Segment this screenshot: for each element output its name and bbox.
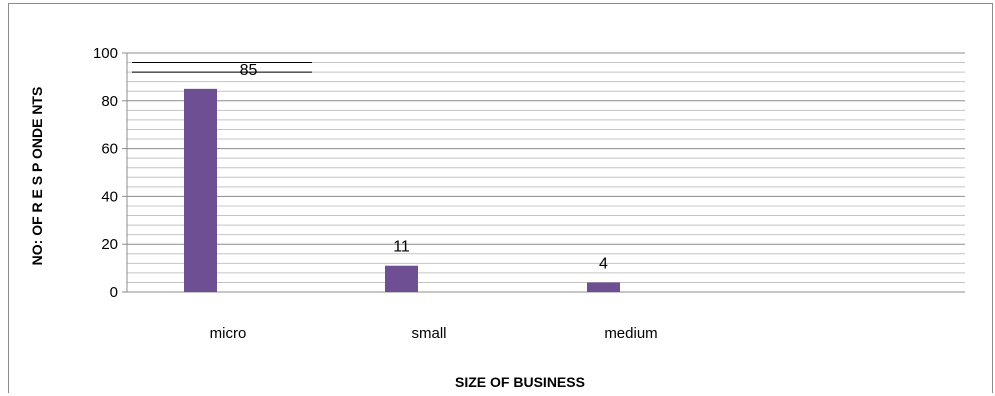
y-tick-labels: 0 20 40 60 80 100 (93, 45, 118, 301)
x-tick-labels: micro small medium (210, 325, 658, 342)
x-axis-title: SIZE OF BUSINESS (455, 374, 585, 390)
data-label-small: 11 (393, 239, 410, 256)
data-label-micro: 85 (240, 62, 258, 79)
y-tick-label: 20 (101, 236, 118, 253)
data-label-medium: 4 (599, 255, 608, 272)
y-tick-label: 80 (101, 93, 118, 110)
y-tick-label: 100 (93, 45, 118, 62)
bars (184, 88, 620, 292)
y-axis-title: NO: OF R E S P ONDE NTS (29, 87, 45, 266)
x-tick-label-small: small (411, 325, 446, 342)
x-tick-label-medium: medium (604, 325, 657, 342)
x-tick-label-micro: micro (210, 325, 247, 342)
y-tick-label: 60 (101, 141, 118, 158)
chart-frame (8, 3, 993, 393)
bar-micro (184, 88, 217, 292)
axes (122, 52, 965, 293)
y-tick-label: 0 (110, 284, 118, 301)
bar-small (385, 265, 418, 292)
data-labels: 85 11 4 (132, 62, 608, 272)
grid-lines (127, 52, 965, 283)
y-tick-label: 40 (101, 188, 118, 205)
bar-medium (587, 282, 620, 292)
